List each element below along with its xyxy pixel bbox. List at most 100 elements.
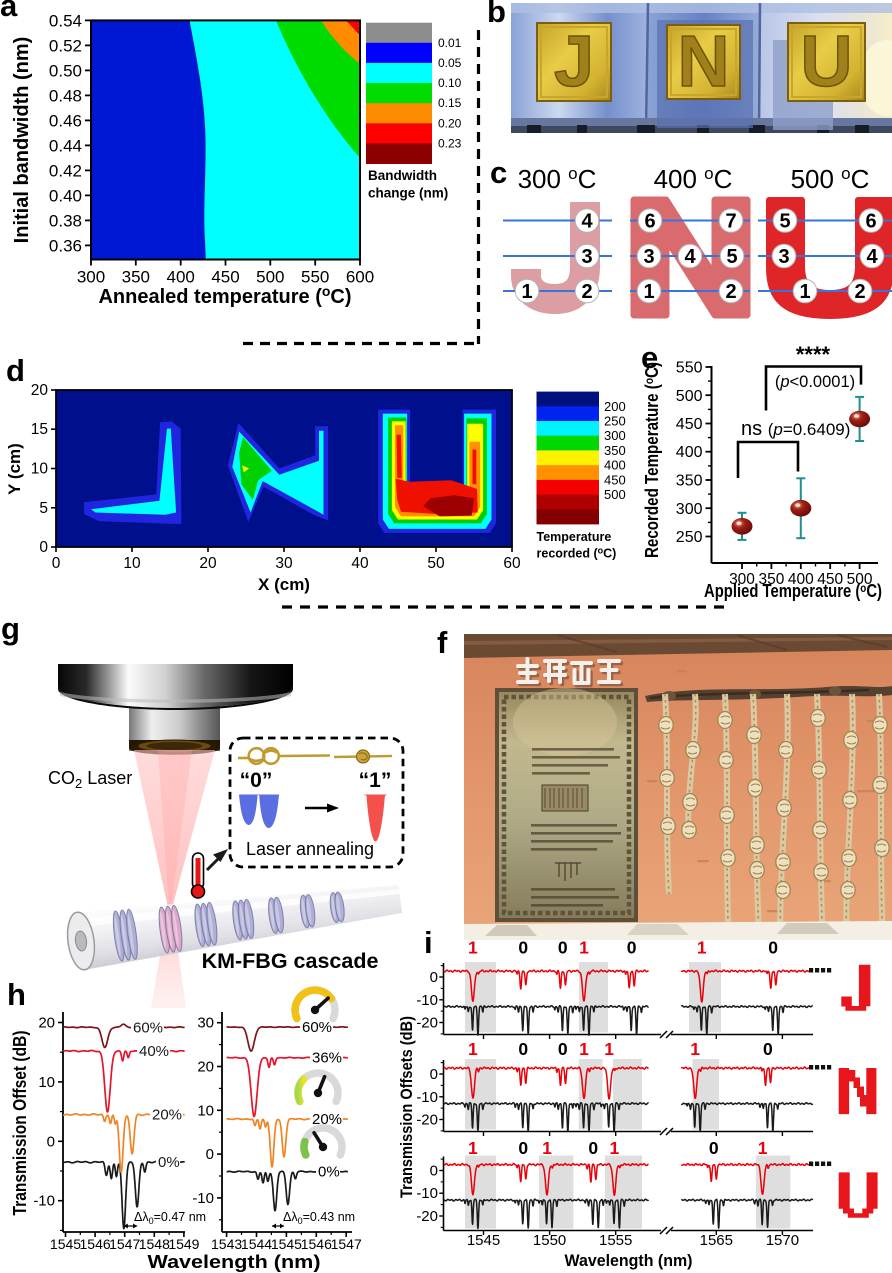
svg-text:“0”: “0”: [240, 769, 273, 792]
svg-text:-10: -10: [416, 1185, 438, 1202]
svg-text:500: 500: [847, 571, 873, 588]
svg-text:400: 400: [788, 571, 814, 588]
svg-text:-20: -20: [416, 1015, 438, 1032]
svg-text:0: 0: [518, 1039, 528, 1059]
svg-text:10: 10: [31, 461, 49, 478]
svg-text:0.40: 0.40: [49, 186, 82, 205]
svg-text:1: 1: [690, 1039, 700, 1059]
svg-text:Transmission Offsets (dB): Transmission Offsets (dB): [397, 1016, 416, 1198]
svg-text:20: 20: [38, 1015, 55, 1032]
svg-text:1550: 1550: [533, 1232, 566, 1249]
svg-text:4: 4: [684, 246, 696, 268]
svg-text:300: 300: [77, 268, 105, 287]
svg-text:Y (cm): Y (cm): [5, 443, 24, 495]
svg-text:KM-FBG cascade: KM-FBG cascade: [202, 949, 379, 973]
svg-text:500: 500: [676, 388, 703, 405]
svg-text:0.50: 0.50: [49, 61, 82, 80]
svg-text:0: 0: [518, 938, 528, 958]
svg-text:250: 250: [604, 414, 626, 429]
svg-text:550: 550: [301, 268, 329, 287]
svg-text:CO2 Laser: CO2 Laser: [48, 768, 132, 791]
svg-text:1: 1: [579, 1039, 589, 1059]
svg-text:0: 0: [558, 1039, 568, 1059]
svg-text:5: 5: [726, 246, 737, 268]
svg-text:30: 30: [275, 555, 293, 572]
svg-text:10: 10: [123, 555, 141, 572]
svg-text:-10: -10: [192, 1190, 214, 1207]
svg-text:-10: -10: [33, 1193, 55, 1210]
svg-text:1: 1: [610, 1138, 620, 1158]
svg-text:40%: 40%: [139, 1043, 169, 1060]
svg-text:400: 400: [676, 444, 703, 461]
svg-text:10: 10: [197, 1102, 214, 1119]
svg-text:Δλ0=0.43 nm: Δλ0=0.43 nm: [283, 1210, 355, 1226]
svg-text:1565: 1565: [700, 1232, 733, 1249]
svg-text:2: 2: [725, 281, 736, 303]
svg-text:Temperature: Temperature: [537, 530, 612, 544]
svg-text:400: 400: [167, 268, 195, 287]
svg-text:0.38: 0.38: [49, 211, 82, 230]
svg-text:0: 0: [709, 1138, 719, 1158]
svg-text:350: 350: [604, 443, 626, 458]
svg-text:50: 50: [427, 555, 445, 572]
svg-text:500: 500: [604, 487, 626, 502]
svg-text:1549: 1549: [168, 1236, 199, 1252]
svg-text:2: 2: [854, 281, 865, 303]
svg-text:Initial bandwidth (nm): Initial bandwidth (nm): [11, 37, 33, 244]
svg-text:1: 1: [468, 1039, 478, 1059]
svg-text:U: U: [801, 22, 853, 102]
svg-text:0: 0: [39, 539, 48, 556]
svg-text:5: 5: [779, 211, 790, 233]
svg-text:Laser annealing: Laser annealing: [246, 839, 374, 859]
svg-text:20%: 20%: [312, 1111, 342, 1128]
svg-text:Wavelength (nm): Wavelength (nm): [148, 1251, 321, 1272]
svg-text:1: 1: [643, 281, 654, 303]
svg-text:1545: 1545: [50, 1236, 81, 1252]
svg-text:3: 3: [581, 246, 592, 268]
svg-text:****: ****: [796, 342, 831, 367]
svg-text:1: 1: [697, 938, 707, 958]
svg-text:0.05: 0.05: [438, 56, 462, 70]
svg-text:350: 350: [676, 473, 703, 490]
svg-text:0.44: 0.44: [49, 136, 82, 155]
svg-text:-20: -20: [416, 1112, 438, 1129]
svg-text:1: 1: [758, 1138, 768, 1158]
svg-text:350: 350: [122, 268, 150, 287]
svg-text:0: 0: [763, 1039, 773, 1059]
svg-text:4: 4: [581, 211, 593, 233]
svg-text:1545: 1545: [467, 1232, 500, 1249]
svg-text:0: 0: [558, 938, 568, 958]
svg-text:20: 20: [31, 382, 49, 399]
svg-text:450: 450: [211, 268, 239, 287]
svg-text:1: 1: [579, 938, 589, 958]
svg-text:1: 1: [799, 281, 810, 303]
svg-text:1: 1: [468, 1138, 478, 1158]
svg-text:500: 500: [256, 268, 284, 287]
svg-text:-10: -10: [416, 1089, 438, 1106]
svg-text:200: 200: [604, 399, 626, 414]
svg-text:60%: 60%: [302, 1019, 332, 1036]
svg-text:550: 550: [676, 360, 703, 377]
svg-text:1543: 1543: [211, 1236, 242, 1252]
svg-text:20: 20: [197, 1059, 214, 1076]
svg-text:0: 0: [52, 555, 61, 572]
svg-text:450: 450: [604, 472, 626, 487]
svg-text:3: 3: [778, 246, 789, 268]
svg-text:(p<0.0001): (p<0.0001): [775, 373, 855, 391]
svg-text:0%: 0%: [318, 1164, 340, 1181]
svg-text:Transmission Offset (dB): Transmission Offset (dB): [10, 1030, 30, 1215]
svg-text:0.20: 0.20: [438, 116, 462, 130]
svg-text:600: 600: [346, 268, 374, 287]
svg-text:60: 60: [503, 555, 521, 572]
svg-text:0: 0: [518, 1138, 528, 1158]
svg-text:5: 5: [39, 500, 48, 517]
svg-text:1: 1: [542, 1138, 552, 1158]
svg-text:ns (p=0.6409): ns (p=0.6409): [741, 418, 850, 440]
svg-text:10: 10: [38, 1074, 55, 1091]
svg-text:0: 0: [430, 969, 438, 986]
svg-text:350: 350: [758, 571, 784, 588]
svg-text:J: J: [554, 22, 594, 102]
svg-text:Applied Temperature (oC): Applied Temperature (oC): [704, 581, 882, 601]
svg-text:36%: 36%: [312, 1050, 342, 1067]
svg-text:6: 6: [644, 211, 655, 233]
